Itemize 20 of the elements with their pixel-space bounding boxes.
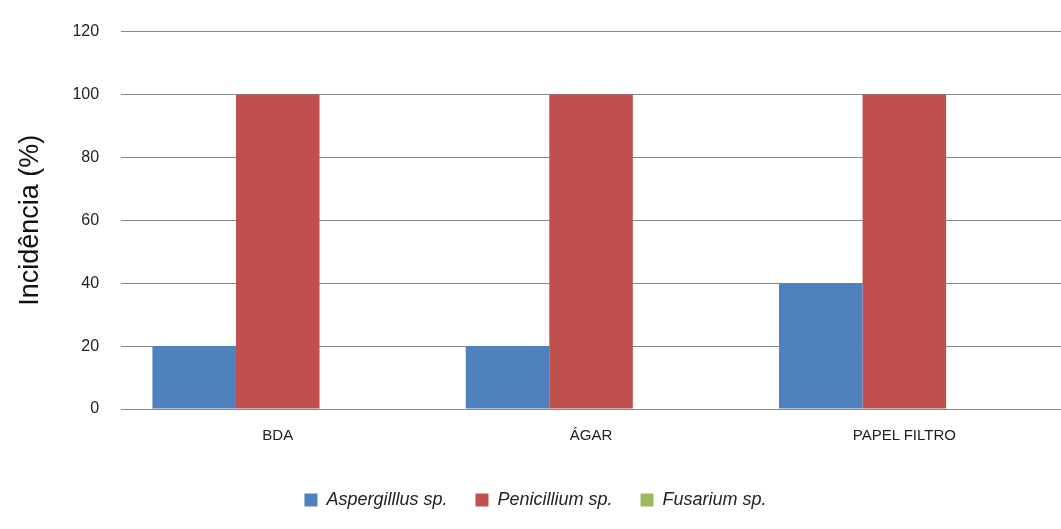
y-tick-label: 60: [81, 210, 100, 228]
x-tick-label: BDA: [262, 426, 294, 444]
bar: [235, 94, 320, 409]
legend-label: Aspergilllus sp.: [325, 489, 448, 509]
y-tick-label: 0: [90, 399, 100, 417]
x-tick-label: ÁGAR: [569, 426, 613, 444]
y-tick-label: 100: [72, 84, 100, 102]
bar: [862, 94, 947, 409]
y-axis-title: Incidência (%): [13, 134, 44, 306]
x-tick-label: PAPEL FILTRO: [852, 426, 956, 444]
y-tick-label: 80: [81, 147, 100, 165]
bar: [549, 94, 633, 409]
bar: [465, 346, 550, 409]
legend-label: Fusarium sp.: [662, 489, 767, 509]
y-tick-label: 120: [72, 22, 100, 40]
y-tick-label: 20: [81, 336, 100, 354]
bar: [152, 346, 236, 409]
y-tick-label: 40: [81, 273, 100, 291]
bar: [779, 283, 863, 409]
legend-label: Penicillium sp.: [497, 489, 613, 509]
